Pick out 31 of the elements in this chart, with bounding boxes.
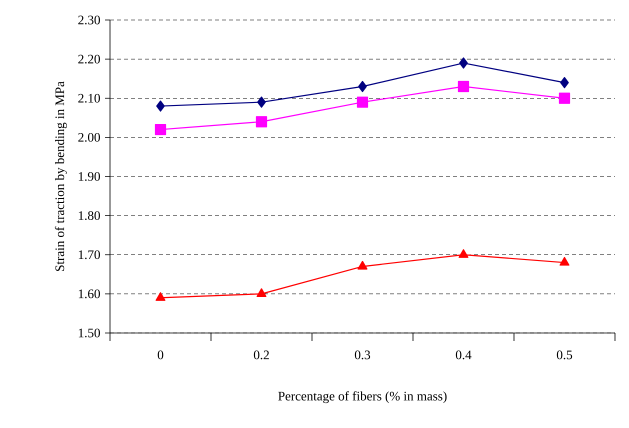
y-tick-label: 1.60 <box>78 289 100 298</box>
point <box>560 77 569 88</box>
point <box>558 92 570 104</box>
y-tick-label: 2.10 <box>78 94 100 103</box>
point <box>257 96 266 108</box>
point <box>154 124 166 136</box>
x-tick-label: 0 <box>158 350 164 360</box>
point <box>156 100 165 112</box>
point <box>560 256 570 266</box>
point <box>458 249 468 258</box>
point <box>358 260 368 270</box>
x-tick-label: 0.2 <box>254 350 269 360</box>
y-tick-label: 2.00 <box>78 132 100 142</box>
x-tick-label: 0.3 <box>354 350 370 360</box>
point <box>358 80 367 92</box>
y-tick-label: 1.50 <box>78 328 100 338</box>
point <box>256 116 268 128</box>
point <box>356 96 368 108</box>
y-tick-label: 2.30 <box>78 16 100 24</box>
y-tick-label: 2.20 <box>78 54 100 64</box>
y-tick-label: 1.70 <box>78 250 100 260</box>
x-tick-label: 0.5 <box>556 350 572 360</box>
x-axis-title: Percentage of fibers (% in mass) <box>278 391 447 404</box>
point <box>459 57 468 69</box>
y-tick-label: 1.90 <box>78 172 100 181</box>
point <box>458 80 470 92</box>
x-tick-label: 0.4 <box>456 350 472 360</box>
point <box>256 288 266 297</box>
y-axis-title: Strain of traction by bending in MPa <box>54 81 67 271</box>
point <box>156 292 166 301</box>
y-tick-label: 1.80 <box>78 211 100 220</box>
